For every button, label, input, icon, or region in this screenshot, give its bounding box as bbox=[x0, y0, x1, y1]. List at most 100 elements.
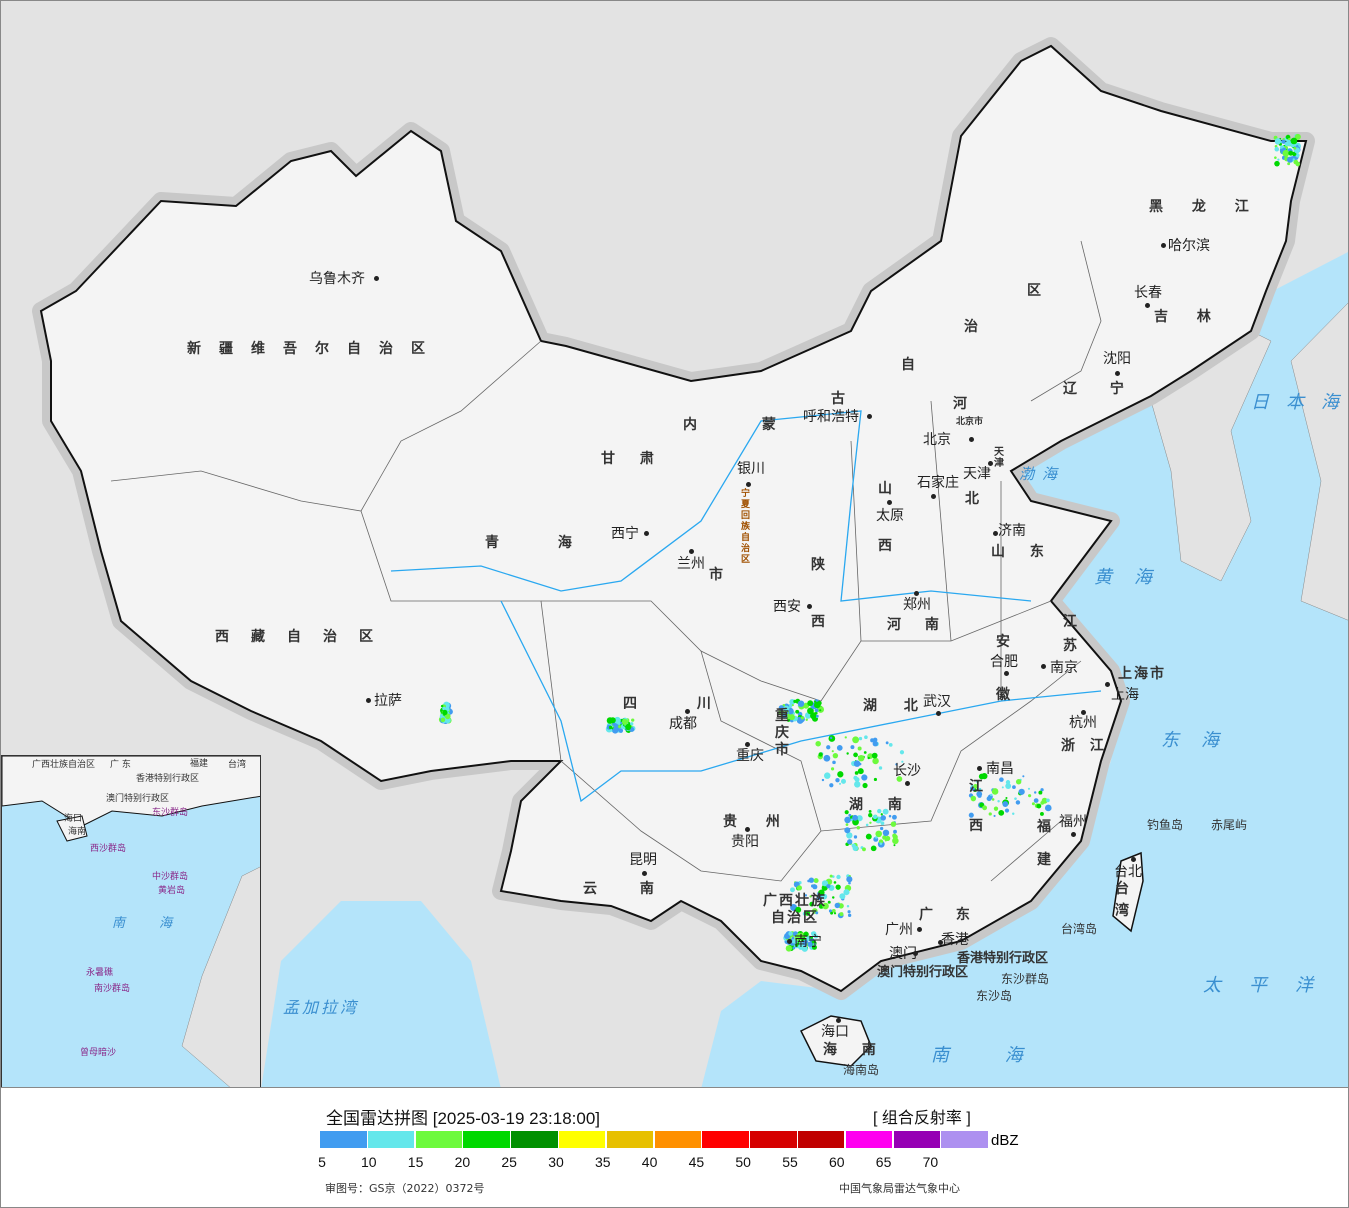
radar-echo bbox=[1290, 137, 1298, 145]
scale-tick: 35 bbox=[595, 1154, 611, 1170]
city-label: 贵阳 bbox=[731, 834, 759, 850]
radar-map[interactable]: 新疆维吾尔自治区 西藏自治区 青 海 甘 肃 内 蒙 古 自 治 区 黑 龙 江… bbox=[0, 0, 1349, 1088]
city-marker bbox=[745, 827, 750, 832]
province-label: 西藏自治区 bbox=[215, 629, 395, 645]
city-marker bbox=[1081, 710, 1086, 715]
color-swatch bbox=[511, 1131, 559, 1148]
radar-echo bbox=[1292, 158, 1295, 161]
city-marker bbox=[1161, 243, 1166, 248]
city-label: 呼和浩特 bbox=[803, 409, 859, 425]
radar-echo bbox=[442, 706, 446, 711]
radar-echo bbox=[829, 783, 834, 788]
radar-echo bbox=[832, 760, 836, 765]
radar-echo bbox=[892, 814, 897, 820]
radar-echo bbox=[864, 735, 868, 740]
inset-label: 澳门特别行政区 bbox=[106, 794, 170, 804]
radar-echo bbox=[818, 752, 823, 757]
radar-echo bbox=[821, 778, 825, 782]
province-label: 江 bbox=[1063, 614, 1077, 630]
radar-echo bbox=[1281, 139, 1286, 144]
radar-echo bbox=[830, 911, 834, 915]
city-marker bbox=[905, 781, 910, 786]
city-marker bbox=[366, 698, 371, 703]
island-label: 海南岛 bbox=[843, 1063, 880, 1077]
radar-echo bbox=[844, 816, 851, 824]
source-label: 中国气象局雷达气象中心 bbox=[839, 1182, 960, 1195]
city-marker bbox=[977, 766, 982, 771]
city-marker bbox=[931, 494, 936, 499]
province-label: 治 bbox=[964, 319, 978, 335]
approval-number: 审图号：GS京（2022）0372号 bbox=[325, 1182, 485, 1195]
city-label: 石家庄 bbox=[917, 475, 959, 491]
radar-echo bbox=[808, 877, 815, 883]
radar-echo bbox=[807, 707, 814, 715]
island-label: 钓鱼岛 bbox=[1147, 818, 1184, 832]
province-label: 西 bbox=[969, 818, 983, 834]
radar-echo bbox=[854, 771, 859, 775]
city-label: 广州 bbox=[885, 922, 913, 938]
sea-label: 日本海 bbox=[1251, 392, 1349, 413]
radar-echo bbox=[1033, 791, 1037, 794]
radar-echo bbox=[811, 944, 817, 950]
radar-echo bbox=[1005, 796, 1008, 800]
radar-echo bbox=[778, 705, 785, 711]
city-label: 西安 bbox=[773, 599, 801, 615]
radar-echo bbox=[844, 736, 847, 739]
radar-echo bbox=[1274, 138, 1282, 145]
radar-echo bbox=[1274, 160, 1280, 167]
inset-label: 曾母暗沙 bbox=[80, 1048, 117, 1058]
color-swatch bbox=[558, 1131, 607, 1148]
city-label: 海口 bbox=[821, 1024, 849, 1040]
radar-echo bbox=[863, 751, 867, 754]
color-swatch bbox=[415, 1131, 464, 1148]
radar-echo bbox=[835, 778, 840, 783]
radar-echo bbox=[852, 814, 859, 821]
radar-echo bbox=[1014, 797, 1017, 800]
province-label: 北京市 bbox=[956, 417, 984, 427]
radar-echo bbox=[1039, 811, 1044, 816]
radar-echo bbox=[1279, 148, 1283, 152]
radar-echo bbox=[631, 718, 635, 722]
city-marker bbox=[644, 531, 649, 536]
color-swatch bbox=[702, 1131, 750, 1148]
city-marker bbox=[938, 940, 943, 945]
radar-echo bbox=[442, 709, 448, 716]
radar-echo bbox=[834, 902, 841, 909]
inset-label: 南 海 bbox=[112, 916, 173, 931]
province-label: 湖 北 bbox=[863, 698, 918, 714]
radar-echo bbox=[625, 723, 632, 731]
radar-echo bbox=[440, 704, 444, 708]
city-label: 哈尔滨 bbox=[1168, 238, 1210, 254]
radar-echo bbox=[1277, 158, 1280, 161]
radar-echo bbox=[1296, 144, 1299, 147]
radar-echo bbox=[838, 782, 842, 785]
radar-echo bbox=[815, 911, 819, 915]
sea-label: 孟加拉湾 bbox=[283, 998, 360, 1017]
radar-echo bbox=[868, 809, 872, 813]
province-label: 天津 bbox=[994, 447, 1004, 469]
city-marker bbox=[836, 1018, 841, 1023]
radar-echo bbox=[609, 717, 616, 724]
radar-echo bbox=[880, 815, 887, 821]
province-label: 建 bbox=[1037, 852, 1051, 868]
radar-echo bbox=[970, 795, 977, 802]
radar-echo bbox=[1038, 790, 1043, 795]
island-label: 东沙群岛 bbox=[1001, 972, 1050, 986]
radar-echo bbox=[621, 718, 629, 726]
radar-echo bbox=[620, 721, 623, 725]
inset-label: 黄岩岛 bbox=[158, 886, 186, 896]
radar-echo bbox=[786, 718, 791, 722]
radar-echo bbox=[613, 716, 621, 724]
radar-echo bbox=[1040, 788, 1044, 792]
city-marker bbox=[746, 482, 751, 487]
radar-echo bbox=[797, 943, 805, 950]
city-marker bbox=[993, 531, 998, 536]
city-marker bbox=[867, 414, 872, 419]
radar-echo bbox=[882, 829, 890, 837]
city-label: 沈阳 bbox=[1103, 351, 1131, 367]
inset-land bbox=[2, 756, 260, 1087]
radar-echo bbox=[824, 772, 831, 779]
radar-echo bbox=[1286, 156, 1293, 163]
radar-echo bbox=[810, 712, 817, 720]
city-marker bbox=[1131, 857, 1136, 862]
